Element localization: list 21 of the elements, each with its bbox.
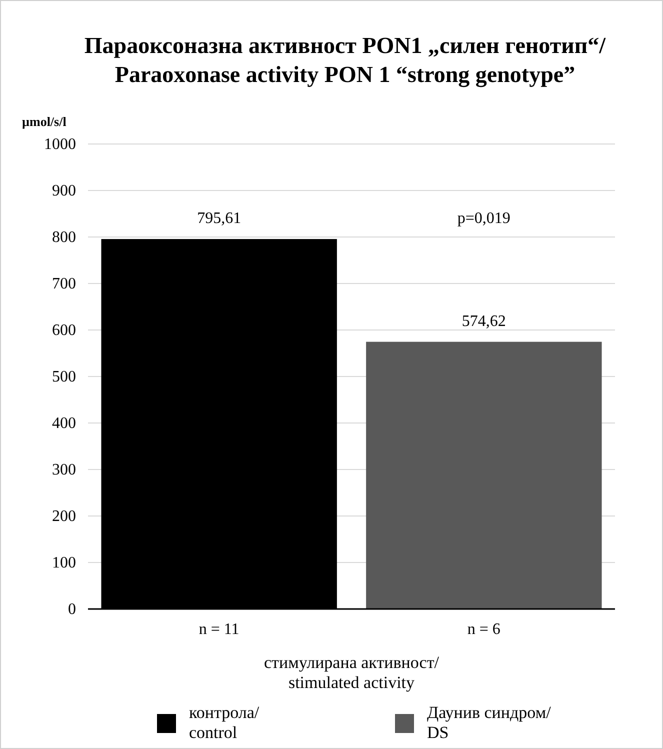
x-tick-label: n = 6	[467, 621, 500, 638]
y-tick-label: 400	[52, 415, 76, 432]
y-tick-label: 800	[52, 229, 76, 246]
y-axis-title: µmol/s/l	[22, 114, 67, 129]
chart-title: Параоксоназна активност PON1 „силен генотип“/ Paraoxonase activity PON 1 “strong genotype”	[84, 33, 606, 88]
x-tick-label: n = 11	[198, 621, 240, 638]
annotation: p=0,019	[457, 210, 510, 228]
y-tick-label: 300	[52, 462, 76, 479]
y-tick-label: 600	[52, 322, 76, 340]
y-tick-label: 100	[52, 554, 76, 572]
y-tick-label: 200	[52, 508, 76, 526]
legend-label: Даунив синдром/ DS	[427, 703, 552, 742]
data-label: 795,61	[197, 210, 242, 228]
legend-label: контрола/ control	[189, 703, 260, 742]
y-tick-label: 500	[52, 368, 76, 386]
y-tick-label: 1000	[44, 136, 76, 154]
y-tick-label: 0	[68, 601, 76, 618]
x-axis-title: стимулирана активност/ stimulated activity	[264, 653, 440, 692]
y-tick-label: 700	[52, 276, 76, 293]
y-tick-label: 900	[52, 182, 76, 200]
data-label: 574,62	[462, 312, 506, 330]
